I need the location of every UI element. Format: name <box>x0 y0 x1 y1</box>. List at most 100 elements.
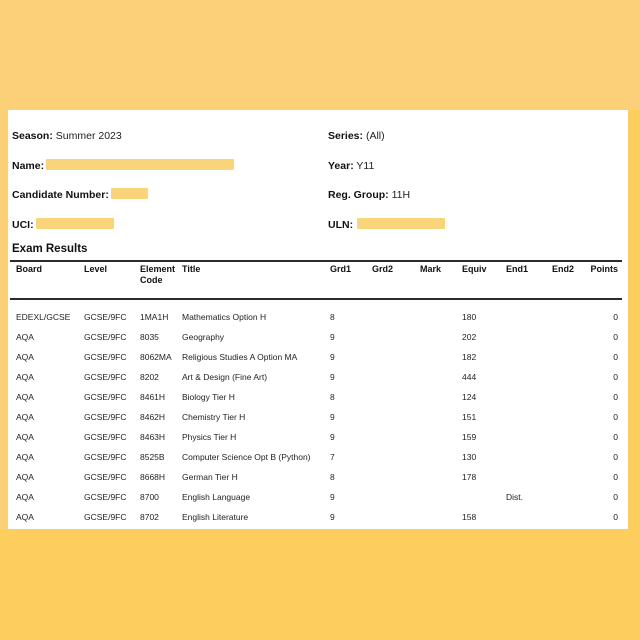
cell-element-code: 8461H <box>140 392 166 402</box>
cell-title: Biology Tier H <box>182 392 235 402</box>
cell-points: 0 <box>613 432 618 442</box>
table-row[interactable]: AQA GCSE/9FC 8035 Geography 9 202 0 <box>10 328 622 348</box>
cell-level: GCSE/9FC <box>84 432 127 442</box>
cell-board: AQA <box>16 472 34 482</box>
meta-value-series: (All) <box>365 130 385 142</box>
cell-points: 0 <box>613 452 618 462</box>
table-row[interactable]: AQA GCSE/9FC 8668H German Tier H 8 178 0 <box>10 468 622 488</box>
cell-level: GCSE/9FC <box>84 512 127 522</box>
cell-level: GCSE/9FC <box>84 492 127 502</box>
meta-field-uln: ULN: <box>328 217 446 233</box>
cell-element-code: 8463H <box>140 432 166 442</box>
table-row[interactable]: AQA GCSE/9FC 8463H Physics Tier H 9 159 0 <box>10 428 622 448</box>
table-row[interactable]: AQA GCSE/9FC 8062MA Religious Studies A Opt… <box>10 348 622 368</box>
cell-element-code: 1MA1H <box>140 312 169 322</box>
cell-points: 0 <box>613 512 618 522</box>
cell-grd1: 7 <box>330 452 335 462</box>
meta-label-uci: UCI: <box>12 219 34 231</box>
meta-field-series: Series: (All) <box>328 128 385 144</box>
cell-board: AQA <box>16 452 34 462</box>
cell-equiv: 202 <box>462 332 477 342</box>
cell-level: GCSE/9FC <box>84 372 127 382</box>
background-band-right <box>628 110 640 529</box>
cell-board: AQA <box>16 512 34 522</box>
meta-field-name: Name: <box>12 158 235 174</box>
cell-board: AQA <box>16 492 34 502</box>
cell-title: German Tier H <box>182 472 238 482</box>
table-row[interactable]: EDEXL/GCSE GCSE/9FC 1MA1H Mathematics Optio… <box>10 308 622 328</box>
cell-equiv: 444 <box>462 372 477 382</box>
redaction-name <box>46 159 235 170</box>
cell-title: Mathematics Option H <box>182 312 267 322</box>
meta-label-uln: ULN: <box>328 219 354 231</box>
cell-title: English Language <box>182 492 251 502</box>
cell-element-code: 8462H <box>140 412 166 422</box>
cell-element-code: 8668H <box>140 472 166 482</box>
table-rule-header <box>10 298 622 300</box>
cell-board: AQA <box>16 432 34 442</box>
meta-field-candidate-number: Candidate Number: <box>12 187 148 203</box>
cell-points: 0 <box>613 372 618 382</box>
redaction-uci <box>35 218 114 229</box>
cell-points: 0 <box>613 412 618 422</box>
meta-label-series: Series: <box>328 130 364 142</box>
column-header-mark: Mark <box>420 264 442 274</box>
section-title-exam-results: Exam Results <box>12 243 88 255</box>
redaction-uln <box>357 218 446 229</box>
meta-value-reg-group: 11H <box>391 189 411 201</box>
cell-board: AQA <box>16 352 34 362</box>
table-row[interactable]: AQA GCSE/9FC 8525B Computer Science Opt B (… <box>10 448 622 468</box>
table-row[interactable]: AQA GCSE/9FC 8462H Chemistry Tier H 9 151 0 <box>10 408 622 428</box>
document-sheet: Season: Summer 2023 Name: Candidate Numb… <box>8 110 628 529</box>
cell-equiv: 158 <box>462 512 477 522</box>
column-header-grd1: Grd1 <box>330 264 352 274</box>
cell-points: 0 <box>613 392 618 402</box>
cell-points: 0 <box>613 332 618 342</box>
cell-title: English Literature <box>182 512 249 522</box>
meta-value-season: Summer 2023 <box>55 130 122 142</box>
cell-element-code: 8062MA <box>140 352 172 362</box>
table-row[interactable]: AQA GCSE/9FC 8461H Biology Tier H 8 124 0 <box>10 388 622 408</box>
column-header-end2: End2 <box>552 264 575 274</box>
cell-end1: Dist. <box>506 492 523 502</box>
background-band-bottom <box>0 529 640 640</box>
cell-element-code: 8035 <box>140 332 159 342</box>
meta-label-year: Year: <box>328 160 354 172</box>
cell-board: AQA <box>16 332 34 342</box>
cell-equiv: 178 <box>462 472 477 482</box>
cell-element-code: 8202 <box>140 372 159 382</box>
meta-field-season: Season: Summer 2023 <box>12 128 122 144</box>
cell-grd1: 9 <box>330 432 335 442</box>
cell-element-code: 8525B <box>140 452 165 462</box>
table-row[interactable]: AQA GCSE/9FC 8700 English Language 9 Dist. 0 <box>10 488 622 508</box>
column-header-title: Title <box>182 264 201 274</box>
cell-title: Religious Studies A Option MA <box>182 352 298 362</box>
table-row[interactable]: AQA GCSE/9FC 8202 Art & Design (Fine Art) 9 4… <box>10 368 622 388</box>
cell-points: 0 <box>613 492 618 502</box>
cell-equiv: 182 <box>462 352 477 362</box>
background-band-left <box>0 110 8 529</box>
table-row[interactable]: AQA GCSE/9FC 8702 English Literature 9 158 0 <box>10 508 622 528</box>
cell-grd1: 9 <box>330 492 335 502</box>
cell-title: Geography <box>182 332 225 342</box>
meta-label-reg-group: Reg. Group: <box>328 189 389 201</box>
column-header-equiv: Equiv <box>462 264 487 274</box>
cell-points: 0 <box>613 312 618 322</box>
meta-label-name: Name: <box>12 160 45 172</box>
cell-grd1: 9 <box>330 332 335 342</box>
candidate-meta-block: Season: Summer 2023 Name: Candidate Numb… <box>8 122 628 232</box>
cell-board: AQA <box>16 412 34 422</box>
meta-label-season: Season: <box>12 130 53 142</box>
column-header-points: Points <box>590 264 618 274</box>
cell-level: GCSE/9FC <box>84 352 127 362</box>
cell-grd1: 9 <box>330 512 335 522</box>
cell-board: AQA <box>16 392 34 402</box>
cell-level: GCSE/9FC <box>84 452 127 462</box>
cell-board: EDEXL/GCSE <box>16 312 71 322</box>
cell-level: GCSE/9FC <box>84 412 127 422</box>
cell-level: GCSE/9FC <box>84 472 127 482</box>
cell-equiv: 151 <box>462 412 477 422</box>
column-header-end1: End1 <box>506 264 529 274</box>
cell-title: Chemistry Tier H <box>182 412 246 422</box>
